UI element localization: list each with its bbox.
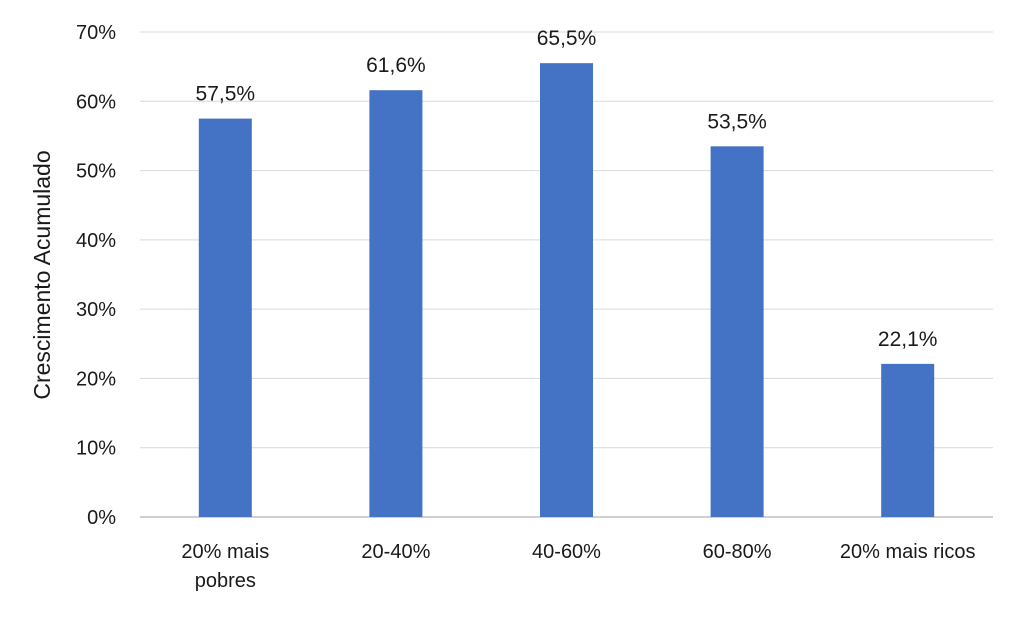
data-label: 61,6%: [366, 54, 426, 77]
x-category-label: 40-60%: [532, 541, 601, 563]
x-category-label: 20-40%: [361, 541, 430, 563]
y-tick-labels: 0% 10% 20% 30% 40% 50% 60% 70%: [76, 22, 116, 529]
bar: [881, 363, 935, 517]
category-labels: 20% mais pobres 20-40% 40-60% 60-80% 20% mais…: [181, 541, 975, 592]
bar: [369, 90, 423, 517]
y-tick-label: 20%: [76, 368, 116, 390]
y-tick-label: 30%: [76, 299, 116, 321]
y-axis-title: Crescimento Acumulado: [29, 150, 55, 399]
bars: [198, 63, 935, 518]
y-tick-label: 50%: [76, 161, 116, 183]
y-tick-label: 0%: [87, 507, 116, 529]
y-tick-label: 40%: [76, 230, 116, 252]
data-labels: 57,5% 61,6% 65,5% 53,5% 22,1%: [196, 27, 938, 351]
y-tick-label: 70%: [76, 22, 116, 44]
y-tick-label: 60%: [76, 91, 116, 113]
bar: [540, 63, 593, 518]
y-tick-label: 10%: [76, 438, 116, 460]
bar: [198, 118, 252, 517]
x-category-label: pobres: [195, 570, 256, 592]
x-category-label: 20% mais: [181, 541, 269, 563]
x-category-label: 20% mais ricos: [840, 541, 976, 563]
data-label: 65,5%: [537, 27, 597, 50]
data-label: 57,5%: [196, 83, 256, 106]
x-category-label: 60-80%: [703, 541, 772, 563]
bar: [710, 146, 764, 518]
data-label: 22,1%: [878, 328, 938, 351]
data-label: 53,5%: [707, 110, 767, 133]
